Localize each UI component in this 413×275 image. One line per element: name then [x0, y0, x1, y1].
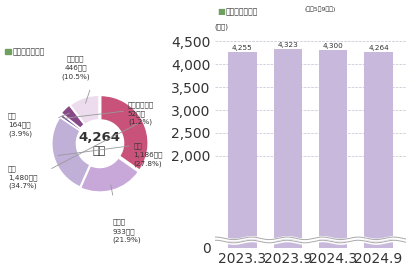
- Text: 4,264: 4,264: [78, 131, 120, 144]
- Text: 4,255: 4,255: [232, 45, 252, 51]
- Text: 有価証券の推移: 有価証券の推移: [225, 7, 257, 16]
- Text: 1,480億円: 1,480億円: [8, 174, 37, 181]
- Text: (億円): (億円): [214, 23, 228, 30]
- Text: ■: ■: [217, 7, 225, 16]
- Wedge shape: [100, 95, 148, 170]
- Text: (27.8%): (27.8%): [133, 160, 162, 167]
- Bar: [5, 50, 11, 54]
- Text: 164億円: 164億円: [8, 122, 31, 128]
- Text: 446億円: 446億円: [64, 65, 87, 71]
- Text: 有価証券の構成: 有価証券の構成: [12, 47, 45, 56]
- Text: その他の証券: その他の証券: [128, 101, 154, 108]
- Wedge shape: [70, 95, 99, 125]
- Wedge shape: [52, 117, 90, 187]
- Text: (1.2%): (1.2%): [128, 119, 152, 125]
- Text: 株式: 株式: [8, 113, 17, 119]
- Bar: [363, 52, 392, 248]
- Text: 社債: 社債: [8, 165, 17, 172]
- Wedge shape: [61, 105, 84, 128]
- Text: 国債: 国債: [133, 143, 142, 149]
- Text: 52億円: 52億円: [128, 110, 145, 117]
- Text: 4,264: 4,264: [367, 45, 388, 51]
- Text: 外国証券: 外国証券: [66, 56, 84, 62]
- Text: (令和5年9月期): (令和5年9月期): [304, 7, 335, 12]
- Text: 933億円: 933億円: [112, 228, 135, 235]
- Text: (10.5%): (10.5%): [61, 73, 90, 80]
- Bar: [318, 50, 347, 248]
- Text: 4,323: 4,323: [277, 42, 297, 48]
- Text: (3.9%): (3.9%): [8, 130, 32, 137]
- Text: (34.7%): (34.7%): [8, 183, 36, 189]
- Text: 億円: 億円: [93, 146, 106, 156]
- Text: 地方債: 地方債: [112, 219, 126, 225]
- Wedge shape: [80, 158, 138, 192]
- Bar: [228, 53, 256, 248]
- Bar: [273, 50, 301, 248]
- Text: (21.9%): (21.9%): [112, 236, 141, 243]
- Text: 1,186億円: 1,186億円: [133, 152, 163, 158]
- Text: 4,300: 4,300: [322, 43, 343, 49]
- Wedge shape: [60, 114, 81, 131]
